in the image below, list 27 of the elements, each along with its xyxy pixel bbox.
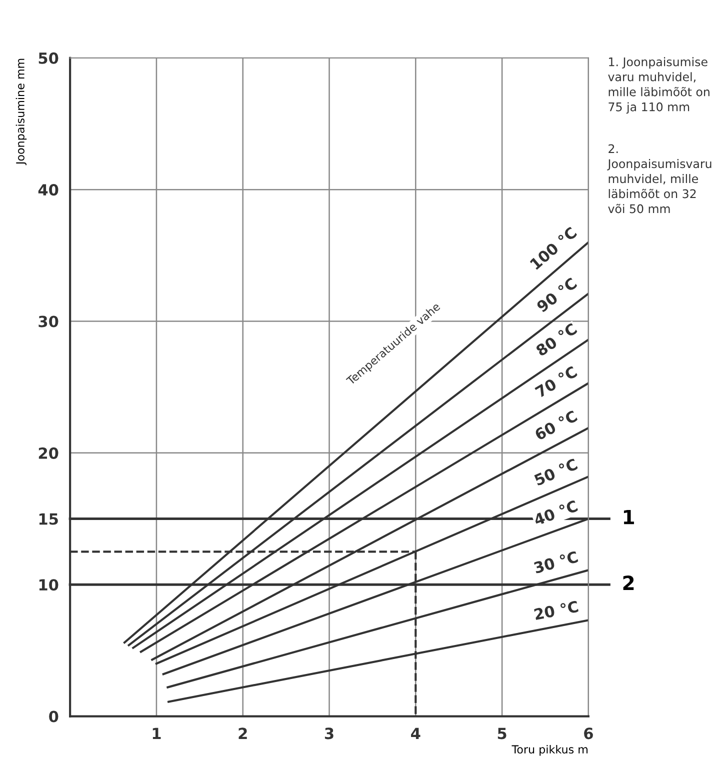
- text: 1. Joonpaisumise varu muhvidel, mille läbimõõt on 75 ja 110 mm: [608, 57, 710, 114]
- y-tick-label: 0: [49, 710, 58, 722]
- y-axis-title: Joonpaisumine mm: [16, 58, 27, 166]
- text: 20 °C: [534, 600, 579, 620]
- annotation: 2: [623, 576, 634, 590]
- y-tick-label: 20: [38, 447, 58, 459]
- y-tick-label: 30: [38, 316, 58, 328]
- text: 90 °C: [536, 277, 578, 313]
- text: 60 °C: [534, 410, 578, 441]
- x-tick-label: 4: [411, 728, 420, 739]
- text: 50 °C: [534, 458, 578, 486]
- text: 40 °C: [533, 500, 578, 526]
- text: 80 °C: [535, 322, 578, 357]
- x-tick-label: 3: [324, 728, 334, 740]
- x-tick-label: 2: [238, 728, 247, 739]
- y-tick-label: 50: [38, 52, 58, 64]
- annotation: 1: [624, 510, 634, 524]
- x-tick-label: 6: [584, 728, 593, 740]
- x-tick-label: 1: [152, 728, 161, 739]
- text: 30 °C: [533, 550, 578, 574]
- y-tick-label: 40: [38, 184, 58, 196]
- text: 70 °C: [534, 366, 578, 398]
- text: 2. Joonpaisumisvaru muhvidel, mille läbimõõt on 32 või 50 mm: [607, 144, 712, 214]
- y-tick-label: 10: [39, 579, 58, 591]
- x-tick-label: 5: [498, 728, 506, 740]
- x-axis-title: Toru pikkus m: [512, 744, 588, 756]
- y-tick-label: 15: [39, 513, 58, 525]
